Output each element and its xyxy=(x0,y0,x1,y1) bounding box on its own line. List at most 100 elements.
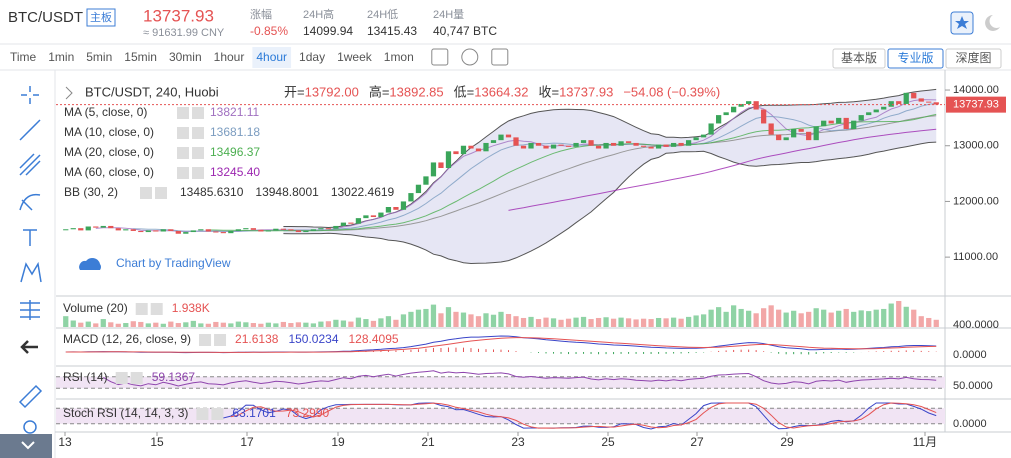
brush-tool[interactable] xyxy=(19,193,41,211)
candle xyxy=(655,144,662,149)
settings-icon[interactable] xyxy=(140,187,152,199)
settings-icon[interactable] xyxy=(177,127,189,139)
settings-icon[interactable] xyxy=(177,167,189,179)
close-icon[interactable] xyxy=(150,303,163,315)
candle xyxy=(663,144,669,147)
candle xyxy=(918,98,924,102)
interval-button[interactable] xyxy=(252,47,292,68)
settings-icon[interactable] xyxy=(115,372,128,384)
candle xyxy=(881,106,887,110)
version-label: 深度图 xyxy=(955,50,991,65)
volume-bar xyxy=(213,321,219,327)
close-icon[interactable] xyxy=(192,147,204,159)
tool-icon[interactable] xyxy=(431,48,449,66)
y-tick-label: 13000.00 xyxy=(953,140,999,152)
volume-bar xyxy=(565,318,572,327)
interval-label: 1day xyxy=(299,50,325,64)
version-button[interactable] xyxy=(887,48,944,69)
candle xyxy=(873,109,879,113)
settings-icon[interactable] xyxy=(135,303,148,315)
panel-name: Stoch RSI (14, 14, 3, 3) xyxy=(63,406,188,420)
settings-icon[interactable] xyxy=(199,334,212,346)
x-tick-label: 17 xyxy=(240,435,254,449)
settings-icon[interactable] xyxy=(177,107,189,119)
volume-bar xyxy=(783,312,789,327)
volume-bar xyxy=(678,318,684,327)
candle xyxy=(498,134,504,141)
tool-icon[interactable] xyxy=(461,48,479,66)
candle xyxy=(333,225,339,229)
candle xyxy=(100,225,106,228)
close-icon[interactable] xyxy=(130,372,143,384)
candle xyxy=(791,129,797,138)
volume-bar xyxy=(93,323,99,327)
version-button[interactable] xyxy=(945,48,1002,69)
fib-tool[interactable] xyxy=(19,153,41,176)
close-icon[interactable] xyxy=(192,167,204,179)
volume-bar xyxy=(175,323,181,327)
line-tool[interactable] xyxy=(19,119,41,141)
volume-bar xyxy=(535,319,542,327)
candle xyxy=(400,201,407,210)
close-icon[interactable] xyxy=(211,408,224,420)
volume-bar xyxy=(933,319,939,327)
close-icon[interactable] xyxy=(192,107,204,119)
candle xyxy=(438,162,444,169)
candle xyxy=(115,228,121,231)
stat-label: 24H低 xyxy=(367,8,398,21)
volume-bar xyxy=(858,310,864,327)
interval-button[interactable] xyxy=(44,47,79,68)
candle xyxy=(138,230,144,233)
indicator-value: 13485.6310 xyxy=(180,185,244,199)
candle xyxy=(123,229,129,231)
candle xyxy=(423,176,429,185)
candle xyxy=(685,140,692,146)
text-tool[interactable] xyxy=(23,229,37,246)
candle xyxy=(63,229,69,231)
interval-button[interactable] xyxy=(6,47,41,68)
interval-button[interactable] xyxy=(333,47,376,68)
candle xyxy=(550,144,557,149)
volume-bar xyxy=(776,309,782,327)
pattern-tool[interactable] xyxy=(20,261,42,283)
settings-icon[interactable] xyxy=(177,147,189,159)
ruler-tool[interactable] xyxy=(18,384,43,409)
crosshair-tool[interactable] xyxy=(21,86,39,104)
interval-button[interactable] xyxy=(82,47,117,68)
candle xyxy=(363,215,369,219)
close-icon[interactable] xyxy=(155,187,167,199)
tool-icon[interactable] xyxy=(491,48,509,66)
volume-bar xyxy=(355,317,362,327)
interval-button[interactable] xyxy=(295,47,330,68)
measure-tool[interactable] xyxy=(20,300,40,320)
interval-button[interactable] xyxy=(209,47,249,68)
close-icon[interactable] xyxy=(214,334,227,346)
indicator-name: MA (60, close, 0) xyxy=(64,165,154,179)
candle xyxy=(213,231,219,233)
interval-button[interactable] xyxy=(120,47,161,68)
stoch-band xyxy=(56,408,945,424)
candle xyxy=(235,229,241,231)
ohlc-label: 低= xyxy=(454,84,475,99)
candle xyxy=(475,148,482,152)
volume-bar xyxy=(100,319,106,327)
moon-icon[interactable] xyxy=(985,15,1000,31)
volume-bar xyxy=(220,322,226,327)
version-button[interactable] xyxy=(832,48,886,69)
interval-button[interactable] xyxy=(379,47,418,68)
back-tool[interactable] xyxy=(20,340,38,354)
zoom-tool[interactable] xyxy=(23,420,37,434)
close-icon[interactable] xyxy=(192,127,204,139)
candle xyxy=(85,226,91,231)
candle xyxy=(896,101,902,104)
volume-bar xyxy=(438,313,444,327)
candle xyxy=(288,229,294,231)
volume-bar xyxy=(265,322,271,327)
volume-bar xyxy=(295,322,302,327)
volume-bar xyxy=(115,323,121,327)
settings-icon[interactable] xyxy=(196,408,209,420)
interval-label: 1min xyxy=(48,50,74,64)
badge-box xyxy=(86,8,116,27)
interval-button[interactable] xyxy=(164,47,206,68)
candle xyxy=(595,145,602,149)
